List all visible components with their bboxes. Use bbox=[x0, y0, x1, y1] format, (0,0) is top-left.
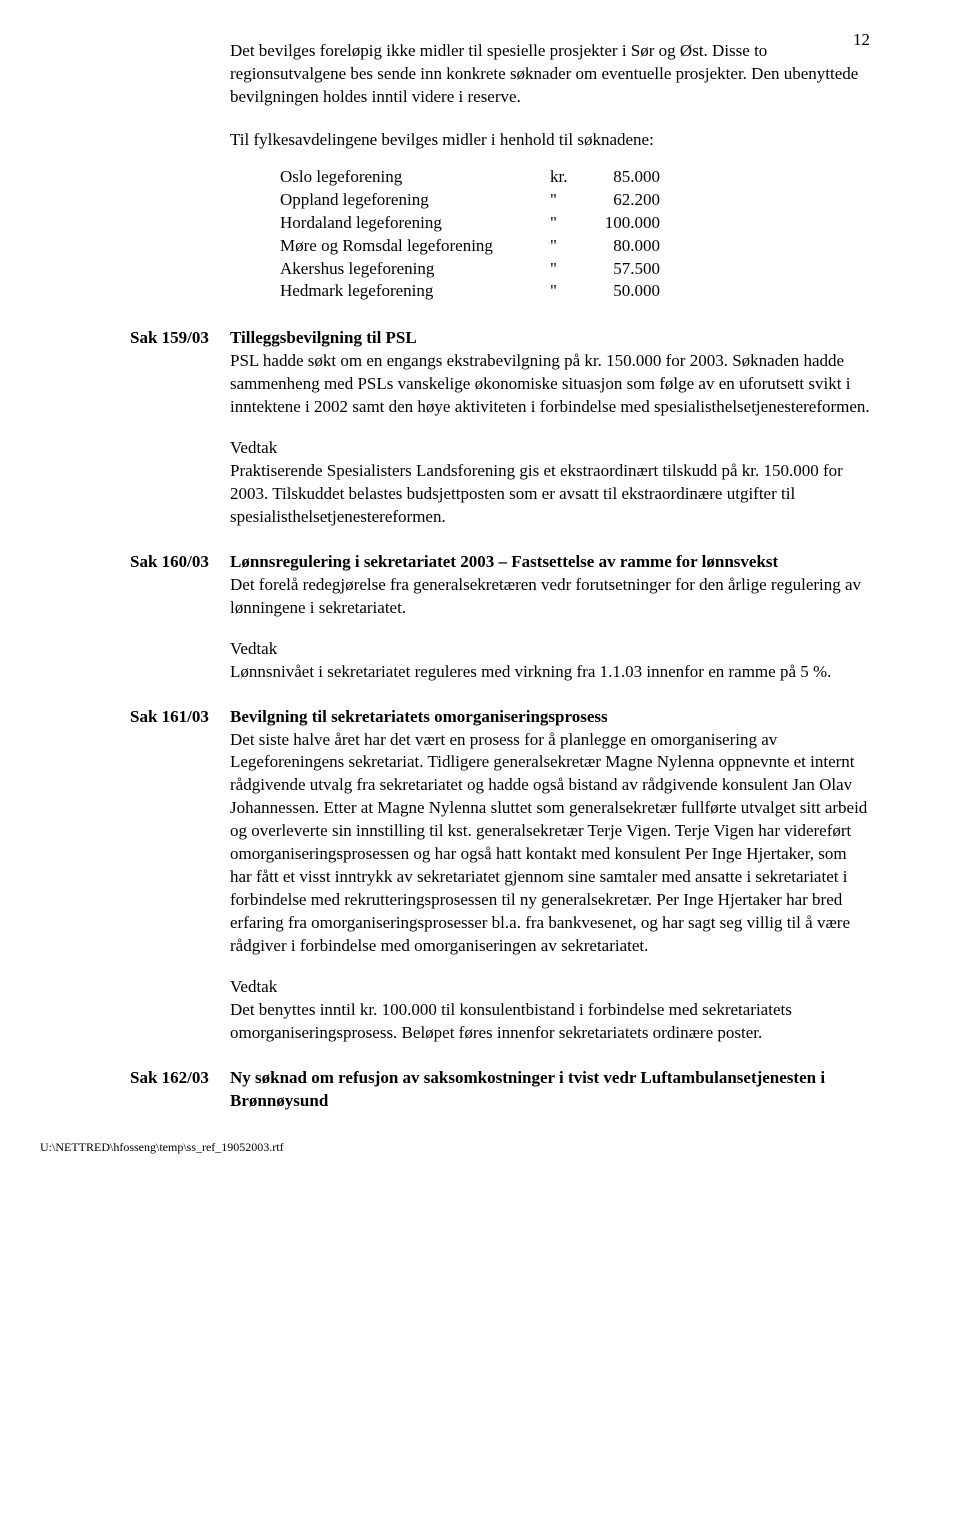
sub-intro: Til fylkesavdelingene bevilges midler i … bbox=[230, 129, 870, 152]
vedtak-label: Vedtak bbox=[230, 976, 870, 999]
allocation-name: Oppland legeforening bbox=[280, 189, 550, 212]
allocation-value: 80.000 bbox=[580, 235, 660, 258]
sak-body: Ny søknad om refusjon av saksomkostninge… bbox=[230, 1067, 870, 1113]
allocation-value: 85.000 bbox=[580, 166, 660, 189]
sak-title: Tilleggsbevilgning til PSL bbox=[230, 328, 417, 347]
allocation-value: 62.200 bbox=[580, 189, 660, 212]
allocation-mark: " bbox=[550, 212, 580, 235]
allocation-name: Oslo legeforening bbox=[280, 166, 550, 189]
vedtak-text: Lønnsnivået i sekretariatet reguleres me… bbox=[230, 661, 870, 684]
sak-id: Sak 162/03 bbox=[130, 1067, 230, 1113]
table-row: Møre og Romsdal legeforening " 80.000 bbox=[280, 235, 870, 258]
sak-160: Sak 160/03 Lønnsregulering i sekretariat… bbox=[130, 551, 870, 684]
vedtak-label: Vedtak bbox=[230, 437, 870, 460]
sak-title: Ny søknad om refusjon av saksomkostninge… bbox=[230, 1068, 825, 1110]
vedtak-text: Praktiserende Spesialisters Landsforenin… bbox=[230, 460, 870, 529]
sak-text: Det siste halve året har det vært en pro… bbox=[230, 729, 870, 958]
table-row: Oppland legeforening " 62.200 bbox=[280, 189, 870, 212]
vedtak-text: Det benyttes inntil kr. 100.000 til kons… bbox=[230, 999, 870, 1045]
allocation-name: Hedmark legeforening bbox=[280, 280, 550, 303]
sak-body: Tilleggsbevilgning til PSL PSL hadde søk… bbox=[230, 327, 870, 529]
sak-text: Det forelå redegjørelse fra generalsekre… bbox=[230, 574, 870, 620]
sak-id: Sak 161/03 bbox=[130, 706, 230, 1045]
sak-id: Sak 160/03 bbox=[130, 551, 230, 684]
allocation-mark: " bbox=[550, 258, 580, 281]
allocation-mark: " bbox=[550, 189, 580, 212]
sak-title: Bevilgning til sekretariatets omorganise… bbox=[230, 707, 608, 726]
table-row: Hordaland legeforening " 100.000 bbox=[280, 212, 870, 235]
sak-159: Sak 159/03 Tilleggsbevilgning til PSL PS… bbox=[130, 327, 870, 529]
sak-id: Sak 159/03 bbox=[130, 327, 230, 529]
allocations-table: Oslo legeforening kr. 85.000 Oppland leg… bbox=[280, 166, 870, 304]
allocation-mark: " bbox=[550, 280, 580, 303]
sak-title: Lønnsregulering i sekretariatet 2003 – F… bbox=[230, 552, 778, 571]
table-row: Oslo legeforening kr. 85.000 bbox=[280, 166, 870, 189]
document-page: 12 Det bevilges foreløpig ikke midler ti… bbox=[0, 0, 960, 1175]
vedtak-label: Vedtak bbox=[230, 638, 870, 661]
table-row: Akershus legeforening " 57.500 bbox=[280, 258, 870, 281]
sak-text: PSL hadde søkt om en engangs ekstrabevil… bbox=[230, 350, 870, 419]
allocation-mark: " bbox=[550, 235, 580, 258]
allocation-name: Akershus legeforening bbox=[280, 258, 550, 281]
allocation-mark: kr. bbox=[550, 166, 580, 189]
allocation-name: Møre og Romsdal legeforening bbox=[280, 235, 550, 258]
table-row: Hedmark legeforening " 50.000 bbox=[280, 280, 870, 303]
sak-body: Bevilgning til sekretariatets omorganise… bbox=[230, 706, 870, 1045]
allocation-value: 50.000 bbox=[580, 280, 660, 303]
page-number: 12 bbox=[853, 30, 870, 50]
footer-path: U:\NETTRED\hfosseng\temp\ss_ref_19052003… bbox=[40, 1140, 284, 1155]
intro-paragraph: Det bevilges foreløpig ikke midler til s… bbox=[230, 40, 870, 109]
allocation-value: 57.500 bbox=[580, 258, 660, 281]
sak-161: Sak 161/03 Bevilgning til sekretariatets… bbox=[130, 706, 870, 1045]
allocation-name: Hordaland legeforening bbox=[280, 212, 550, 235]
allocation-value: 100.000 bbox=[580, 212, 660, 235]
sak-162: Sak 162/03 Ny søknad om refusjon av saks… bbox=[130, 1067, 870, 1113]
sak-body: Lønnsregulering i sekretariatet 2003 – F… bbox=[230, 551, 870, 684]
